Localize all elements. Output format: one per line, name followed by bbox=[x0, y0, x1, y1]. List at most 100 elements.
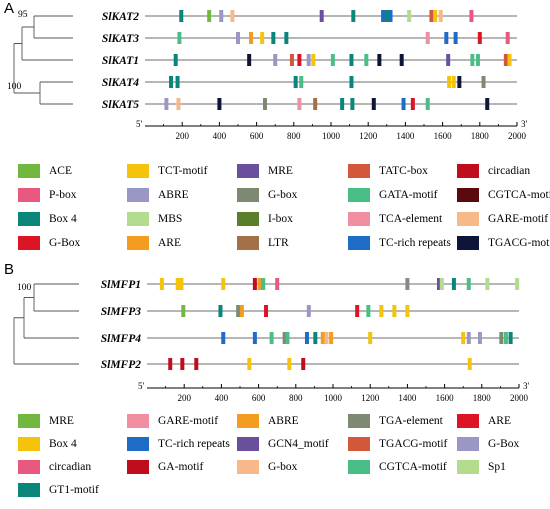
legend-label: GATA-motif bbox=[379, 188, 438, 201]
legend-label: Box 4 bbox=[49, 212, 77, 225]
legend-label: TGA-element bbox=[379, 414, 443, 427]
legend-item: GT1-motif bbox=[18, 482, 99, 497]
legend-swatch bbox=[127, 211, 149, 226]
gene-name: SlMFP1 bbox=[101, 279, 141, 291]
legend-label: ABRE bbox=[268, 414, 299, 427]
legend-item: ABRE bbox=[127, 187, 189, 202]
gene-name: SlKAT5 bbox=[102, 99, 139, 111]
legend-swatch bbox=[457, 163, 479, 178]
legend-swatch bbox=[18, 436, 40, 451]
motif-box bbox=[301, 358, 306, 370]
motif-box bbox=[181, 305, 186, 317]
legend-item: G-Box bbox=[457, 436, 519, 451]
motif-box bbox=[289, 54, 294, 66]
motif-box bbox=[439, 278, 444, 290]
motif-box bbox=[249, 32, 254, 44]
tick-label: 1800 bbox=[473, 393, 492, 403]
legend-swatch bbox=[348, 459, 370, 474]
motif-box bbox=[269, 332, 274, 344]
motif-box bbox=[287, 358, 292, 370]
motif-box bbox=[218, 305, 223, 317]
tick-label: 1800 bbox=[471, 131, 490, 141]
panel-label-b: B bbox=[4, 261, 15, 278]
bootstrap-value: 95 bbox=[18, 10, 28, 20]
motif-box bbox=[364, 54, 369, 66]
legend-label: Sp1 bbox=[488, 460, 506, 473]
motif-box bbox=[194, 358, 199, 370]
motif-box bbox=[260, 32, 265, 44]
legend-item: MRE bbox=[18, 413, 74, 428]
legend-item: Sp1 bbox=[457, 459, 506, 474]
motif-box bbox=[247, 358, 252, 370]
legend-label: TGACG-motif bbox=[379, 437, 448, 450]
legend-item: GA-motif bbox=[127, 459, 203, 474]
legend-item: TCT-motif bbox=[127, 163, 207, 178]
tree-branch bbox=[21, 26, 73, 61]
tree-branch bbox=[39, 81, 73, 105]
legend-swatch bbox=[127, 413, 149, 428]
legend-item: G-box bbox=[237, 459, 297, 474]
motif-box bbox=[447, 76, 452, 88]
legend-swatch bbox=[457, 211, 479, 226]
motif-box bbox=[306, 305, 311, 317]
legend-item: ABRE bbox=[237, 413, 299, 428]
motif-box bbox=[425, 98, 430, 110]
motif-box bbox=[384, 10, 389, 22]
tick-label: 2000 bbox=[510, 393, 529, 403]
motif-box bbox=[469, 10, 474, 22]
legend-label: TC-rich repeats bbox=[379, 236, 451, 249]
motif-box bbox=[297, 98, 302, 110]
legend-swatch bbox=[18, 235, 40, 250]
motif-box bbox=[457, 76, 462, 88]
motif-box bbox=[368, 332, 373, 344]
legend-swatch bbox=[457, 235, 479, 250]
motif-box bbox=[410, 98, 415, 110]
legend-swatch bbox=[127, 187, 149, 202]
legend-label: GCN4_motif bbox=[268, 437, 329, 450]
motif-box bbox=[508, 332, 513, 344]
tick-label: 1600 bbox=[436, 393, 455, 403]
motif-box bbox=[304, 332, 309, 344]
motif-box bbox=[319, 10, 324, 22]
legend-label: GA-motif bbox=[158, 460, 204, 473]
motif-box bbox=[407, 10, 412, 22]
motif-box bbox=[236, 305, 241, 317]
legend-swatch bbox=[457, 187, 479, 202]
legend-swatch bbox=[237, 211, 259, 226]
motif-box bbox=[175, 76, 180, 88]
motif-box bbox=[515, 278, 520, 290]
legend-label: GT1-motif bbox=[49, 483, 99, 496]
tick-label: 600 bbox=[252, 393, 266, 403]
motif-box bbox=[399, 54, 404, 66]
motif-box bbox=[261, 278, 266, 290]
motif-box bbox=[264, 305, 269, 317]
legend-swatch bbox=[237, 235, 259, 250]
legend-item: TC-rich repeats bbox=[348, 235, 451, 250]
motif-box bbox=[176, 98, 181, 110]
legend-item: P-box bbox=[18, 187, 76, 202]
motif-box bbox=[433, 10, 438, 22]
motif-box bbox=[320, 332, 325, 344]
legend-label: G-Box bbox=[49, 236, 81, 249]
legend-swatch bbox=[18, 482, 40, 497]
tree-branch bbox=[33, 283, 79, 312]
legend-swatch bbox=[457, 413, 479, 428]
legend-swatch bbox=[348, 163, 370, 178]
legend-item: ARE bbox=[127, 235, 181, 250]
motif-box bbox=[466, 278, 471, 290]
motif-box bbox=[252, 332, 257, 344]
motif-box bbox=[168, 358, 173, 370]
legend-item: G-box bbox=[237, 187, 297, 202]
legend-label: Box 4 bbox=[49, 437, 77, 450]
motif-box bbox=[349, 54, 354, 66]
motif-box bbox=[179, 278, 184, 290]
tick-label: 200 bbox=[177, 393, 191, 403]
legend-label: MRE bbox=[49, 414, 74, 427]
motif-box bbox=[175, 278, 180, 290]
motif-box bbox=[271, 32, 276, 44]
motif-box bbox=[446, 54, 451, 66]
legend-label: I-box bbox=[268, 212, 293, 225]
motif-box bbox=[324, 332, 329, 344]
gene-name: SlKAT1 bbox=[102, 55, 139, 67]
